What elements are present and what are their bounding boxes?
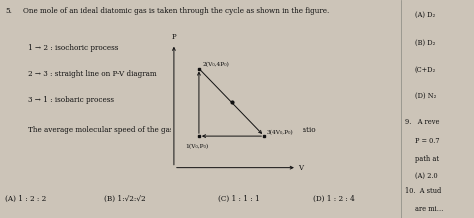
Text: (D) N₂: (D) N₂ — [415, 92, 436, 100]
Text: The average molecular speed of the gas in the states 1, 2 and 3 are in the ratio: The average molecular speed of the gas i… — [28, 126, 316, 135]
Text: 10.  A stud: 10. A stud — [405, 187, 441, 196]
Text: 2(V₀,4P₀): 2(V₀,4P₀) — [202, 62, 229, 67]
Text: (B) D₂: (B) D₂ — [415, 39, 435, 47]
Text: 1 → 2 : isochoric process: 1 → 2 : isochoric process — [28, 44, 119, 52]
Text: (D) 1 : 2 : 4: (D) 1 : 2 : 4 — [313, 195, 355, 203]
Text: (A) 2.0: (A) 2.0 — [415, 172, 438, 180]
Text: (C) 1 : 1 : 1: (C) 1 : 1 : 1 — [218, 195, 260, 203]
Text: 2 → 3 : straight line on P-V diagram: 2 → 3 : straight line on P-V diagram — [28, 70, 157, 78]
Text: 3 → 1 : isobaric process: 3 → 1 : isobaric process — [28, 96, 114, 104]
Text: (C+D₂: (C+D₂ — [415, 65, 436, 73]
Text: P = 0.7: P = 0.7 — [415, 137, 439, 145]
Text: (B) 1:√2:√2: (B) 1:√2:√2 — [104, 195, 146, 203]
Text: P: P — [172, 34, 176, 41]
Text: 3(4V₀,P₀): 3(4V₀,P₀) — [266, 130, 293, 135]
Text: One mole of an ideal diatomic gas is taken through the cycle as shown in the fig: One mole of an ideal diatomic gas is tak… — [23, 7, 329, 15]
Text: 9.   A reve: 9. A reve — [405, 118, 440, 126]
Text: (A) 1 : 2 : 2: (A) 1 : 2 : 2 — [5, 195, 46, 203]
Text: 1(V₀,P₀): 1(V₀,P₀) — [185, 144, 209, 149]
Text: (A) D₂: (A) D₂ — [415, 11, 435, 19]
Text: 5.: 5. — [6, 7, 13, 15]
Text: V: V — [298, 164, 303, 172]
Text: are mi…: are mi… — [415, 205, 443, 213]
Text: path at: path at — [415, 155, 439, 163]
